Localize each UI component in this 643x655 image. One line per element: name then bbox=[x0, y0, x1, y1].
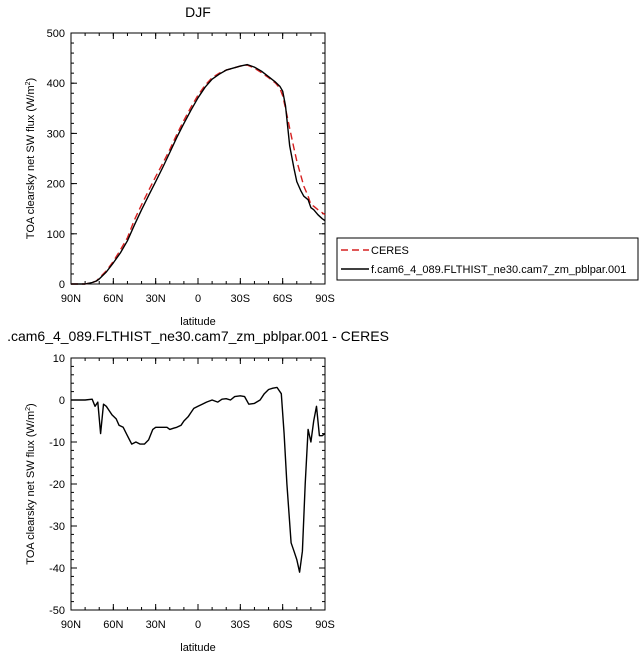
y-tick-label: 100 bbox=[47, 229, 65, 241]
legend-label: CERES bbox=[371, 245, 409, 257]
series-line-0 bbox=[71, 386, 326, 573]
y-tick-label: 0 bbox=[59, 279, 65, 291]
x-tick-label: 0 bbox=[195, 619, 201, 631]
y-tick-label: -50 bbox=[49, 605, 65, 617]
y-tick-label: -40 bbox=[49, 563, 65, 575]
x-tick-label: 30N bbox=[146, 293, 166, 305]
y-axis-label: TOA clearsky net SW flux (W/m2) bbox=[25, 403, 37, 564]
x-tick-label: 90N bbox=[61, 293, 81, 305]
y-tick-label: -30 bbox=[49, 521, 65, 533]
x-axis-label: latitude bbox=[180, 316, 215, 328]
y-axis-label-sup: 2 bbox=[25, 407, 32, 411]
chart-title: DJF bbox=[185, 4, 211, 20]
x-tick-label: 90N bbox=[61, 619, 81, 631]
y-tick-label: 200 bbox=[47, 179, 65, 191]
legend-label: f.cam6_4_089.FLTHIST_ne30.cam7_zm_pblpar… bbox=[371, 264, 626, 276]
x-tick-label: 90S bbox=[315, 619, 335, 631]
y-axis-label-main: TOA clearsky net SW flux (W/m bbox=[25, 85, 37, 239]
y-tick-label: 300 bbox=[47, 128, 65, 140]
y-axis-label-close: ) bbox=[25, 78, 37, 82]
y-tick-label: -20 bbox=[49, 479, 65, 491]
y-axis-label-close: ) bbox=[25, 403, 37, 407]
x-axis-label: latitude bbox=[180, 642, 215, 654]
x-tick-label: 60N bbox=[103, 619, 123, 631]
x-tick-label: 60N bbox=[103, 293, 123, 305]
series-line-1 bbox=[71, 63, 326, 285]
legend-box bbox=[336, 237, 639, 281]
y-tick-label: 0 bbox=[59, 395, 65, 407]
y-tick-label: 400 bbox=[47, 78, 65, 90]
x-tick-label: 30S bbox=[231, 619, 251, 631]
x-tick-label: 0 bbox=[195, 293, 201, 305]
bottom-panel-flux-difference: .cam6_4_089.FLTHIST_ne30.cam7_zm_pblpar.… bbox=[7, 328, 389, 654]
x-tick-label: 30N bbox=[146, 619, 166, 631]
top-panel-djf-flux: DJF 90N 60N 30N 0 30S 60S 90S 0 100 200 300 400 500 la… bbox=[25, 4, 639, 328]
plot-frame bbox=[70, 32, 326, 285]
chart-title: .cam6_4_089.FLTHIST_ne30.cam7_zm_pblpar.… bbox=[7, 328, 389, 344]
y-axis-label: TOA clearsky net SW flux (W/m2) bbox=[25, 78, 37, 239]
x-tick-label: 30S bbox=[231, 293, 251, 305]
x-tick-label: 90S bbox=[315, 293, 335, 305]
x-tick-label: 60S bbox=[273, 293, 293, 305]
x-tick-label: 60S bbox=[273, 619, 293, 631]
y-axis-label-sup: 2 bbox=[25, 81, 32, 85]
y-tick-label: -10 bbox=[49, 437, 65, 449]
y-axis-label-main: TOA clearsky net SW flux (W/m bbox=[25, 411, 37, 565]
series-line-0 bbox=[71, 64, 326, 285]
y-tick-label: 500 bbox=[47, 28, 65, 40]
y-tick-label: 10 bbox=[53, 353, 65, 365]
